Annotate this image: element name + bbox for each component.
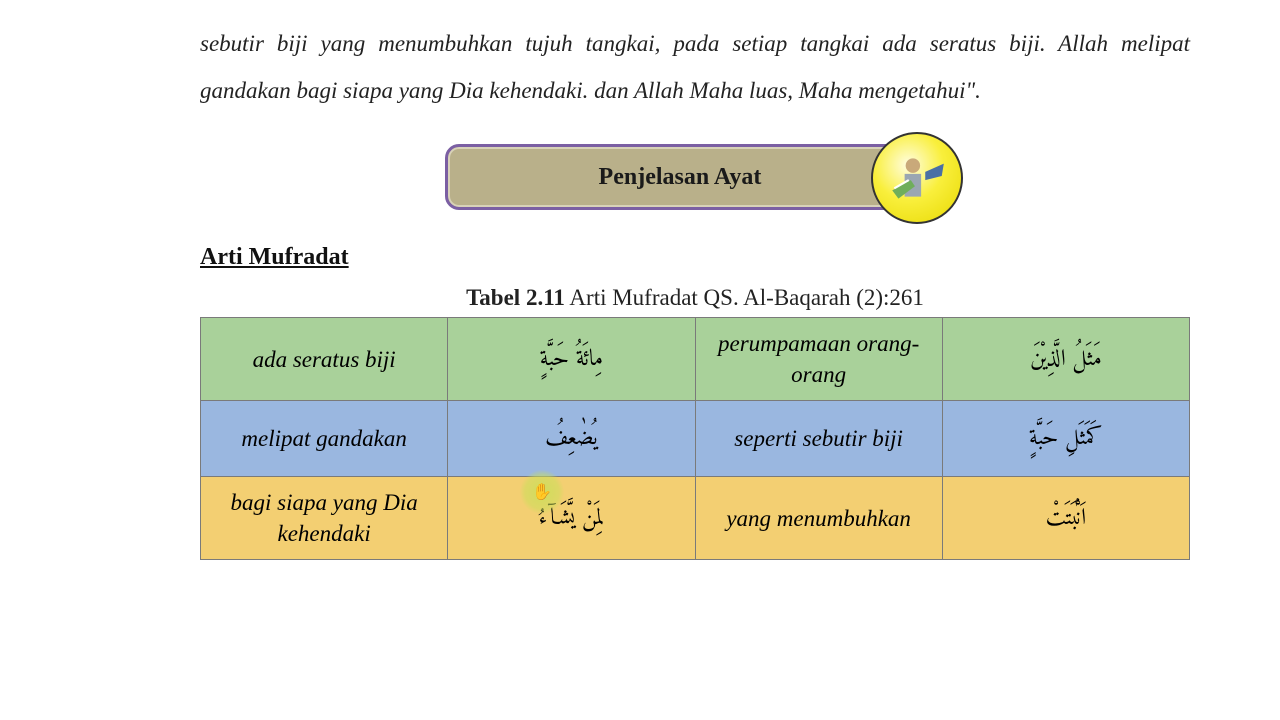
- caption-rest: Arti Mufradat QS. Al-Baqarah (2):261: [565, 285, 924, 310]
- indo-cell: perumpamaan orang-orang: [695, 318, 942, 401]
- table-row: ada seratus bijiمِائَةُ حَبَّةٍperumpama…: [201, 318, 1190, 401]
- indo-cell: melipat gandakan: [201, 401, 448, 477]
- arabic-cell: اَنْۢبَتَتْ: [942, 477, 1189, 560]
- arabic-cell: مِائَةُ حَبَّةٍ: [448, 318, 695, 401]
- indo-cell: seperti sebutir biji: [695, 401, 942, 477]
- indo-cell: yang menumbuhkan: [695, 477, 942, 560]
- banner-medal-icon: [871, 132, 963, 224]
- table-row: bagi siapa yang Dia kehendakiلِمَنْ يَّش…: [201, 477, 1190, 560]
- arabic-cell: لِمَنْ يَّشَاۤءُ: [448, 477, 695, 560]
- section-heading: Arti Mufradat: [200, 244, 1190, 271]
- table-row: melipat gandakanيُضٰعِفُseperti sebutir …: [201, 401, 1190, 477]
- arabic-cell: مَثَلُ الَّذِيْنَ: [942, 318, 1189, 401]
- caption-bold: Tabel 2.11: [466, 285, 565, 310]
- indo-cell: bagi siapa yang Dia kehendaki: [201, 477, 448, 560]
- arabic-cell: يُضٰعِفُ: [448, 401, 695, 477]
- banner-container: Penjelasan Ayat: [200, 138, 1190, 216]
- banner-title: Penjelasan Ayat: [445, 144, 915, 210]
- mufradat-table: ada seratus bijiمِائَةُ حَبَّةٍperumpama…: [200, 317, 1190, 560]
- indo-cell: ada seratus biji: [201, 318, 448, 401]
- verse-text: sebutir biji yang menumbuhkan tujuh tang…: [200, 20, 1190, 114]
- arabic-cell: كَمَثَلِ حَبَّةٍ: [942, 401, 1189, 477]
- table-caption: Tabel 2.11 Arti Mufradat QS. Al-Baqarah …: [200, 285, 1190, 311]
